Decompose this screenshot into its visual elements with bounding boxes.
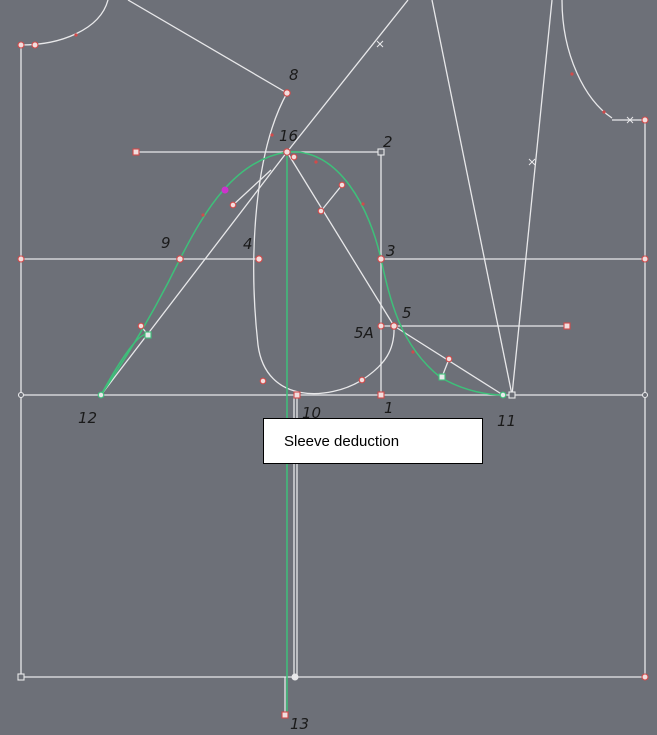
marker-right-shoulder <box>641 116 649 124</box>
marker-12 <box>97 391 105 399</box>
label-9: 9 <box>161 234 171 252</box>
diagonal-16-up-right <box>286 0 409 153</box>
help-line-a <box>232 169 272 206</box>
line-11-top-left <box>431 0 513 396</box>
point-markers <box>17 33 649 719</box>
marker-help-c2 <box>438 373 446 381</box>
marker-bottom-right <box>641 673 649 681</box>
line-16-12 <box>100 151 288 396</box>
marker-help-d2 <box>144 331 152 339</box>
marker-1 <box>377 391 385 399</box>
marker-curve-low-right <box>358 376 366 384</box>
marker-neck-left <box>17 41 39 49</box>
marker-16b <box>290 153 298 161</box>
diagonal-top-left <box>127 0 288 94</box>
label-8: 8 <box>289 66 299 84</box>
marker-2 <box>377 148 385 156</box>
marker-small-crosses <box>376 40 634 166</box>
marker-5a <box>377 322 385 330</box>
line-11-top-right <box>511 0 553 396</box>
label-16: 16 <box>279 127 298 145</box>
help-line-b <box>320 184 343 212</box>
marker-5 <box>390 322 398 330</box>
marker-9 <box>176 255 184 263</box>
label-3: 3 <box>386 242 396 260</box>
label-13: 13 <box>290 715 309 733</box>
label-2: 2 <box>383 133 393 151</box>
label-5: 5 <box>402 304 412 322</box>
marker-help-a <box>229 201 237 209</box>
marker-curve-low-left <box>259 377 267 385</box>
marker-8 <box>283 89 291 97</box>
marker-red-ticks <box>74 33 606 354</box>
marker-16 <box>283 148 291 156</box>
marker-10 <box>293 391 301 399</box>
label-1: 1 <box>384 399 394 417</box>
point-labels: 8 16 2 9 4 3 5 5A 12 10 1 11 13 <box>78 66 516 733</box>
marker-4 <box>255 255 263 263</box>
marker-11b <box>508 391 516 399</box>
label-12: 12 <box>78 409 97 427</box>
label-4: 4 <box>243 235 253 253</box>
line-16-5 <box>286 151 395 327</box>
marker-help-b1 <box>317 207 325 215</box>
marker-hip-right <box>641 391 649 399</box>
marker-3 <box>377 255 385 263</box>
marker-hip-left <box>17 391 25 399</box>
marker-accent <box>221 186 229 194</box>
label-5a: 5A <box>354 324 374 342</box>
marker-left-chest <box>17 255 25 263</box>
marker-bottom-center <box>291 673 299 681</box>
callout-text: Sleeve deduction <box>284 433 400 450</box>
marker-5-end <box>563 322 571 330</box>
label-10: 10 <box>302 404 321 422</box>
back-armhole-curve <box>253 92 395 395</box>
marker-shoulder-start <box>132 148 140 156</box>
marker-help-c1 <box>445 355 453 363</box>
marker-13 <box>281 711 289 719</box>
label-11: 11 <box>497 412 516 430</box>
marker-right-chest <box>641 255 649 263</box>
marker-help-b2 <box>338 181 346 189</box>
marker-11 <box>499 391 507 399</box>
sleeve-deduction-callout: Sleeve deduction <box>263 418 483 464</box>
marker-bottom-left <box>17 673 25 681</box>
marker-help-d1 <box>137 322 145 330</box>
